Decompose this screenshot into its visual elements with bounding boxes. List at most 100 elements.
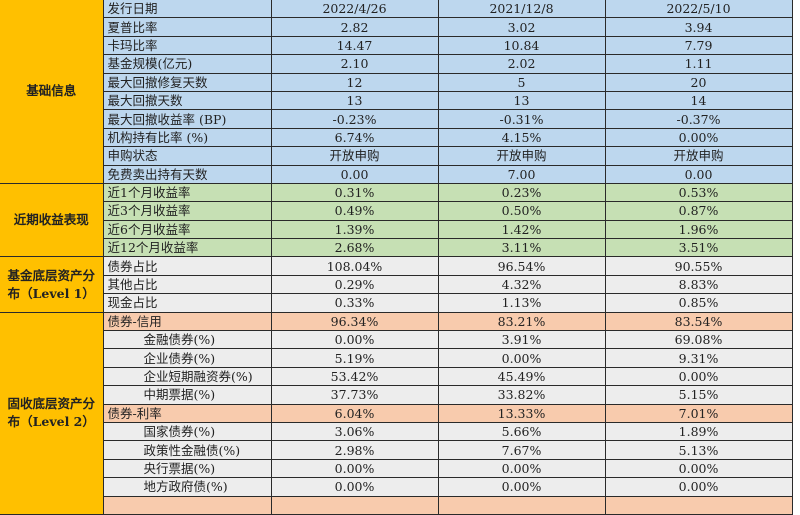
value-cell[interactable]: 1.39% (270, 219, 439, 240)
value-cell[interactable] (270, 495, 439, 515)
value-cell[interactable]: 0.33% (270, 293, 439, 313)
row-label[interactable]: 申购状态 (102, 146, 272, 166)
value-cell[interactable]: 8.83% (604, 274, 793, 295)
value-cell[interactable]: 2022/4/26 (270, 0, 439, 19)
value-cell[interactable]: 0.00% (604, 458, 793, 479)
row-label[interactable]: 免费卖出持有天数 (102, 164, 272, 184)
row-label[interactable]: 基金规模(亿元) (102, 54, 272, 74)
row-label[interactable] (102, 495, 272, 515)
value-cell[interactable]: 开放申购 (270, 146, 439, 166)
value-cell[interactable]: 1.42% (437, 219, 606, 240)
value-cell[interactable]: 0.23% (437, 182, 606, 203)
row-label[interactable]: 夏普比率 (102, 17, 272, 37)
value-cell[interactable]: 6.74% (270, 127, 439, 148)
value-cell[interactable]: 83.21% (437, 311, 606, 332)
row-label[interactable]: 债券-信用 (102, 311, 272, 332)
value-cell[interactable]: 3.51% (604, 238, 793, 258)
value-cell[interactable]: 13 (437, 90, 606, 111)
value-cell[interactable]: 0.49% (270, 201, 439, 221)
value-cell[interactable]: 7.79 (604, 35, 793, 56)
value-cell[interactable] (437, 495, 606, 515)
value-cell[interactable]: 0.00 (604, 164, 793, 184)
value-cell[interactable]: 14 (604, 90, 793, 111)
row-label[interactable]: 近6个月收益率 (102, 219, 272, 240)
value-cell[interactable]: 2.82 (270, 17, 439, 37)
value-cell[interactable]: 4.15% (437, 127, 606, 148)
row-label[interactable]: 中期票据(%) (102, 385, 272, 405)
row-label[interactable]: 近3个月收益率 (102, 201, 272, 221)
value-cell[interactable]: 3.91% (437, 330, 606, 350)
value-cell[interactable]: 0.00% (604, 127, 793, 148)
row-label[interactable]: 央行票据(%) (102, 458, 272, 479)
value-cell[interactable]: 7.00 (437, 164, 606, 184)
value-cell[interactable]: 0.29% (270, 274, 439, 295)
value-cell[interactable]: 108.04% (270, 256, 439, 276)
row-label[interactable]: 现金占比 (102, 293, 272, 313)
value-cell[interactable]: 0.85% (604, 293, 793, 313)
value-cell[interactable]: 96.54% (437, 256, 606, 276)
value-cell[interactable]: -0.23% (270, 109, 439, 129)
value-cell[interactable]: 7.67% (437, 440, 606, 460)
value-cell[interactable]: 0.00% (604, 366, 793, 387)
value-cell[interactable]: 开放申购 (604, 146, 793, 166)
value-cell[interactable]: 96.34% (270, 311, 439, 332)
value-cell[interactable]: -0.31% (437, 109, 606, 129)
row-label[interactable]: 其他占比 (102, 274, 272, 295)
value-cell[interactable]: 0.50% (437, 201, 606, 221)
value-cell[interactable]: 7.01% (604, 403, 793, 423)
row-label[interactable]: 近1个月收益率 (102, 182, 272, 203)
row-label[interactable]: 债券占比 (102, 256, 272, 276)
value-cell[interactable]: 9.31% (604, 348, 793, 368)
value-cell[interactable]: 0.31% (270, 182, 439, 203)
value-cell[interactable]: 3.94 (604, 17, 793, 37)
value-cell[interactable]: 14.47 (270, 35, 439, 56)
value-cell[interactable]: 0.00% (270, 330, 439, 350)
row-label[interactable]: 近12个月收益率 (102, 238, 272, 258)
value-cell[interactable]: 3.02 (437, 17, 606, 37)
value-cell[interactable]: 53.42% (270, 366, 439, 387)
value-cell[interactable]: 2.02 (437, 54, 606, 74)
value-cell[interactable]: 0.00% (437, 458, 606, 479)
value-cell[interactable]: 5.66% (437, 421, 606, 442)
row-label[interactable]: 地方政府债(%) (102, 477, 272, 497)
value-cell[interactable]: 13.33% (437, 403, 606, 423)
row-label[interactable]: 最大回撤修复天数 (102, 72, 272, 92)
value-cell[interactable]: 0.00% (270, 477, 439, 497)
value-cell[interactable]: 5.19% (270, 348, 439, 368)
value-cell[interactable]: 5.15% (604, 385, 793, 405)
value-cell[interactable]: 0.00% (604, 477, 793, 497)
value-cell[interactable]: 6.04% (270, 403, 439, 423)
value-cell[interactable]: 3.06% (270, 421, 439, 442)
value-cell[interactable]: 13 (270, 90, 439, 111)
value-cell[interactable]: 2.10 (270, 54, 439, 74)
value-cell[interactable]: 3.11% (437, 238, 606, 258)
value-cell[interactable]: 10.84 (437, 35, 606, 56)
row-label[interactable]: 国家债券(%) (102, 421, 272, 442)
value-cell[interactable]: 2.98% (270, 440, 439, 460)
value-cell[interactable]: 2022/5/10 (604, 0, 793, 19)
value-cell[interactable]: 37.73% (270, 385, 439, 405)
value-cell[interactable]: -0.37% (604, 109, 793, 129)
value-cell[interactable]: 20 (604, 72, 793, 92)
value-cell[interactable]: 0.00% (270, 458, 439, 479)
value-cell[interactable]: 4.32% (437, 274, 606, 295)
row-label[interactable]: 债券-利率 (102, 403, 272, 423)
value-cell[interactable] (604, 495, 793, 515)
value-cell[interactable]: 2021/12/8 (437, 0, 606, 19)
value-cell[interactable]: 0.53% (604, 182, 793, 203)
value-cell[interactable]: 90.55% (604, 256, 793, 276)
value-cell[interactable]: 0.87% (604, 201, 793, 221)
row-label[interactable]: 企业债券(%) (102, 348, 272, 368)
value-cell[interactable]: 1.89% (604, 421, 793, 442)
row-label[interactable]: 卡玛比率 (102, 35, 272, 56)
row-label[interactable]: 机构持有比率 (%) (102, 127, 272, 148)
row-label[interactable]: 金融债券(%) (102, 330, 272, 350)
value-cell[interactable]: 12 (270, 72, 439, 92)
row-label[interactable]: 最大回撤天数 (102, 90, 272, 111)
value-cell[interactable]: 5 (437, 72, 606, 92)
value-cell[interactable]: 0.00% (437, 348, 606, 368)
row-label[interactable]: 企业短期融资券(%) (102, 366, 272, 387)
value-cell[interactable]: 1.96% (604, 219, 793, 240)
value-cell[interactable]: 1.11 (604, 54, 793, 74)
value-cell[interactable]: 0.00 (270, 164, 439, 184)
